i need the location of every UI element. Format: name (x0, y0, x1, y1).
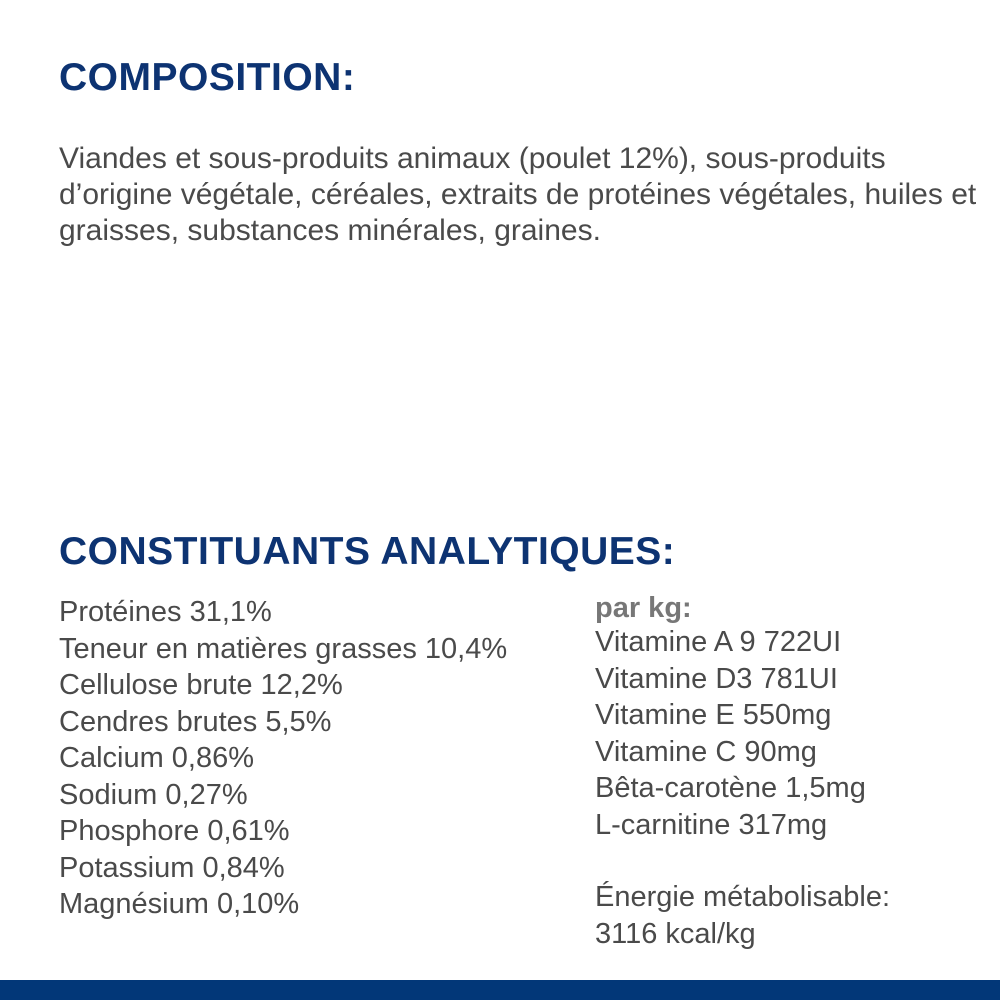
additive-item: L-carnitine 317mg (595, 808, 828, 841)
constituent-item: Cellulose brute 12,2% (59, 669, 343, 701)
footer-bar (0, 980, 1000, 1000)
per-kg-label: par kg: (595, 592, 692, 624)
constituent-item: Teneur en matières grasses 10,4% (59, 632, 508, 665)
constituent-item: Protéines 31,1% (59, 596, 272, 628)
constituent-item: Sodium 0,27% (59, 778, 248, 811)
analytical-title: CONSTITUANTS ANALYTIQUES: (59, 530, 676, 573)
constituent-item: Potassium 0,84% (59, 851, 285, 884)
analytical-list-left: Protéines 31,1% Teneur en matières grass… (59, 594, 507, 923)
additive-item: Vitamine D3 781UI (595, 662, 838, 695)
composition-text: Viandes et sous-produits animaux (poulet… (59, 142, 977, 247)
constituent-item: Calcium 0,86% (59, 742, 255, 774)
additive-item: Bêta-carotène 1,5mg (595, 772, 866, 804)
composition-title: COMPOSITION: (59, 56, 356, 99)
additive-item: Vitamine C 90mg (595, 735, 817, 768)
constituent-item: Phosphore 0,61% (59, 815, 290, 847)
energy-value: 3116 kcal/kg (595, 917, 756, 950)
constituent-item: Cendres brutes 5,5% (59, 705, 332, 738)
energy-label: Énergie métabolisable: (595, 881, 891, 913)
additive-item: Vitamine E 550mg (595, 699, 832, 731)
constituent-item: Magnésium 0,10% (59, 888, 300, 920)
analytical-list-right: par kg: Vitamine A 9 722UI Vitamine D3 7… (595, 592, 890, 952)
additive-item: Vitamine A 9 722UI (595, 626, 842, 658)
